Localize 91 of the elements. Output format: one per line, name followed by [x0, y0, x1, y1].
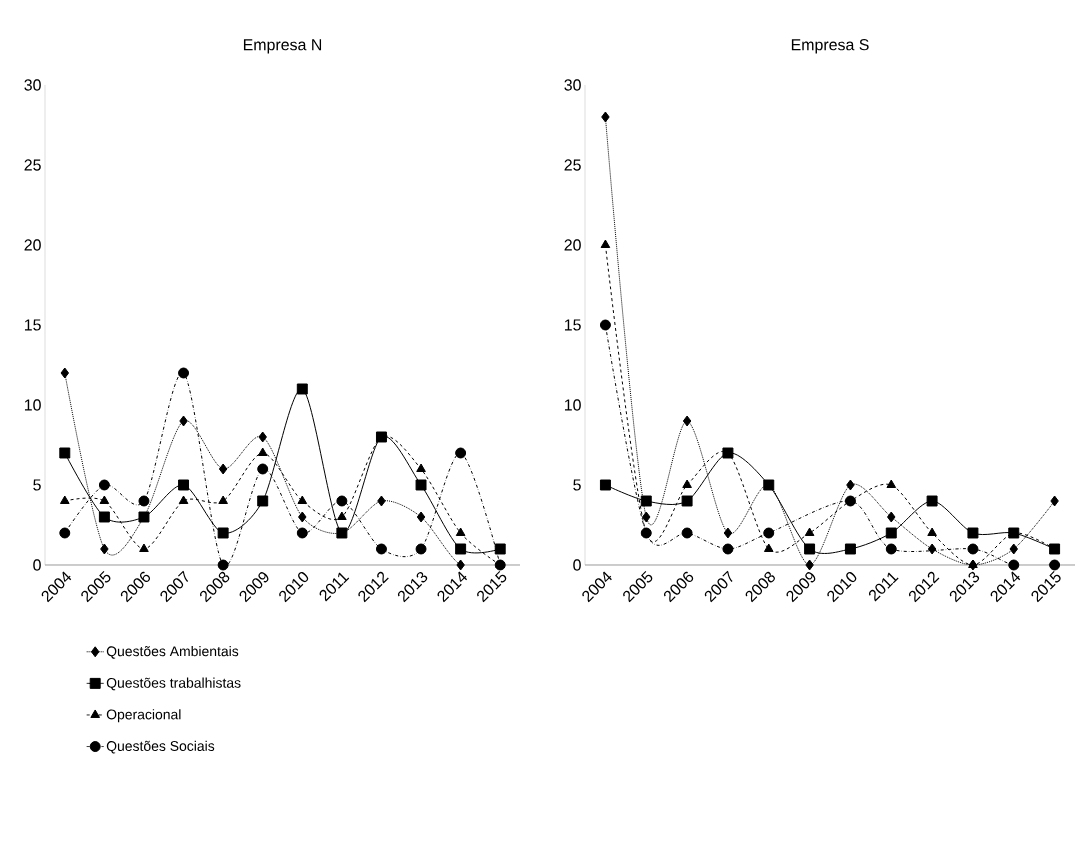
point: [179, 415, 188, 427]
point: [416, 463, 426, 472]
point: [886, 479, 897, 488]
point: [642, 511, 651, 523]
point: [723, 527, 733, 539]
point: [59, 495, 70, 504]
y-tick-label: 10: [564, 399, 581, 411]
point: [337, 511, 347, 520]
point: [844, 543, 856, 555]
point: [927, 527, 937, 536]
chart-title: Empresa S: [791, 39, 869, 54]
point: [885, 527, 897, 539]
y-tick-label: 0: [33, 559, 41, 571]
point: [601, 111, 610, 123]
point: [967, 543, 979, 555]
point: [805, 559, 814, 571]
point: [494, 543, 506, 555]
point: [455, 527, 466, 536]
y-tick-label: 10: [24, 399, 41, 411]
point: [218, 495, 228, 504]
point: [926, 495, 938, 507]
point: [416, 511, 426, 523]
point: [99, 495, 110, 504]
point: [804, 543, 816, 555]
point: [257, 463, 269, 475]
point: [1049, 559, 1061, 571]
point: [217, 527, 229, 539]
point: [60, 367, 70, 379]
y-tick-label: 25: [24, 159, 41, 171]
point: [455, 543, 467, 555]
point: [217, 559, 229, 571]
point: [1009, 543, 1018, 555]
point: [59, 447, 71, 459]
point: [763, 543, 774, 552]
point: [258, 431, 267, 443]
point: [218, 463, 228, 475]
legend-label: Questões trabalhistas: [106, 677, 241, 691]
legend-label: Operacional: [106, 709, 181, 723]
point: [257, 495, 269, 507]
point: [139, 543, 149, 552]
point: [298, 511, 307, 523]
y-tick-label: 0: [573, 559, 581, 571]
y-tick-label: 30: [564, 79, 581, 91]
point: [377, 495, 386, 507]
point: [722, 543, 734, 555]
point: [415, 543, 427, 555]
point: [682, 479, 692, 488]
chart-title: Empresa N: [243, 39, 322, 54]
point: [100, 543, 109, 555]
point: [600, 239, 611, 248]
point: [1008, 559, 1020, 571]
point: [967, 527, 979, 539]
point: [296, 383, 308, 395]
point: [887, 511, 896, 523]
point: [682, 415, 692, 427]
point: [415, 479, 427, 491]
point: [927, 543, 937, 555]
point: [804, 527, 815, 536]
point: [296, 527, 308, 539]
point: [178, 367, 190, 379]
point: [1050, 495, 1059, 507]
y-tick-label: 20: [564, 239, 581, 251]
legend-label: Questões Ambientais: [106, 645, 239, 659]
point: [455, 447, 467, 459]
y-tick-label: 15: [24, 319, 41, 331]
point: [336, 495, 348, 507]
point: [375, 543, 387, 555]
point: [681, 527, 693, 539]
y-tick-label: 25: [564, 159, 581, 171]
point: [138, 495, 150, 507]
point: [599, 479, 611, 491]
point: [846, 479, 855, 491]
legend-label: Questões Sociais: [106, 740, 215, 754]
point: [885, 543, 897, 555]
point: [178, 479, 190, 491]
point: [59, 527, 71, 539]
y-tick-label: 30: [24, 79, 41, 91]
point: [763, 527, 775, 539]
point: [640, 495, 652, 507]
y-tick-label: 15: [564, 319, 581, 331]
point: [178, 495, 189, 504]
y-tick-label: 20: [24, 239, 41, 251]
y-tick-label: 5: [33, 479, 41, 491]
y-tick-label: 5: [573, 479, 581, 491]
point: [297, 495, 308, 504]
point: [599, 319, 611, 331]
point: [98, 511, 110, 523]
point: [257, 447, 268, 456]
point: [681, 495, 693, 507]
point: [98, 479, 110, 491]
point: [456, 559, 465, 571]
